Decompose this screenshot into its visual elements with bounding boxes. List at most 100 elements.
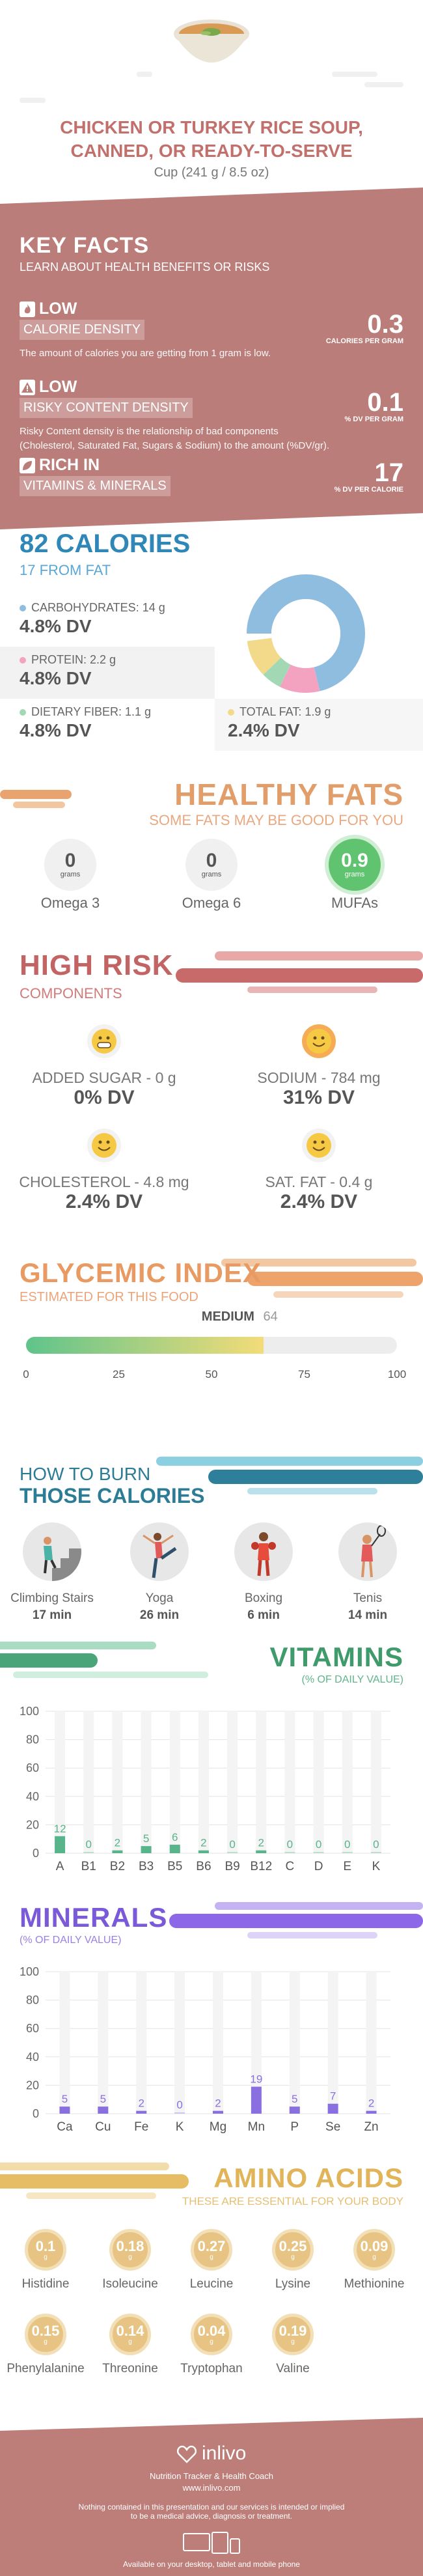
fiber-dot-icon bbox=[20, 708, 26, 716]
bar-value-label: 6 bbox=[172, 1831, 178, 1843]
carbs-dot-icon bbox=[20, 604, 26, 611]
high-risk-title: HIGH RISK bbox=[20, 949, 174, 981]
bar-track bbox=[98, 1972, 109, 2114]
bar-track bbox=[55, 1711, 66, 1853]
bar-track bbox=[289, 1972, 300, 2114]
footer-tagline: Nutrition Tracker & Health Coach bbox=[149, 2471, 274, 2481]
amino-acid-unit: g bbox=[128, 2253, 132, 2261]
vitamins-minerals-label: VITAMINS & MINERALS bbox=[20, 476, 171, 496]
amino-acid-circle: 0.14 g bbox=[109, 2314, 151, 2355]
glycemic-tick-label: 50 bbox=[205, 1368, 218, 1380]
risky-density-description: Risky Content density is the relationshi… bbox=[20, 426, 330, 451]
vitamins-section: VITAMINS (% OF DAILY VALUE) 0 20 40 60 80 100… bbox=[0, 1636, 423, 1897]
activity-boxing: Boxing 6 min bbox=[215, 1522, 312, 1623]
warning-icon bbox=[20, 379, 35, 395]
y-tick-label: 40 bbox=[26, 2051, 39, 2064]
vitamins-bar-chart: 02040608010012A0B12B25B36B52B60B92B120C0… bbox=[20, 1705, 390, 1873]
healthy-fats-section: HEALTHY FATS SOME FATS MAY BE GOOD FOR Y… bbox=[0, 777, 423, 940]
amino-acid-name: Tryptophan bbox=[180, 2362, 243, 2375]
amino-acid-circle: 0.1 g bbox=[25, 2229, 66, 2271]
high-risk-subtitle: COMPONENTS bbox=[20, 985, 122, 1001]
activity-yoga: Yoga 26 min bbox=[111, 1522, 208, 1623]
calorie-density-description: The amount of calories you are getting f… bbox=[20, 348, 271, 359]
bar-track bbox=[366, 1972, 377, 2114]
bar-Ca bbox=[59, 2107, 70, 2114]
devices-icon bbox=[183, 2532, 240, 2554]
tennis-player-icon bbox=[361, 1525, 386, 1578]
amino-acids-section: AMINO ACIDS THESE ARE ESSENTIAL FOR YOUR… bbox=[0, 2157, 423, 2418]
minerals-section: MINERALS (% OF DAILY VALUE) 0 20 40 60 80 100… bbox=[0, 1897, 423, 2157]
y-tick-label: 20 bbox=[26, 1818, 39, 1831]
bar-track bbox=[112, 1711, 123, 1853]
bar-Fe bbox=[136, 2110, 147, 2114]
fiber-item: DIETARY FIBER: 1.1 g 4.8% DV bbox=[20, 705, 152, 740]
yoga-pose-icon bbox=[143, 1533, 177, 1578]
bar-P bbox=[289, 2107, 300, 2114]
risky-density-unit: % DV PER GRAM bbox=[344, 415, 403, 423]
key-facts-subtitle: LEARN ABOUT HEALTH BENEFITS OR RISKS bbox=[20, 260, 270, 273]
bar-B2 bbox=[112, 1850, 123, 1853]
bar-track bbox=[342, 1711, 353, 1853]
amino-acid-circle: 0.25 g bbox=[272, 2229, 314, 2271]
amino-acid-name: Threonine bbox=[102, 2362, 158, 2375]
stairs-climber-icon bbox=[44, 1537, 81, 1581]
bar-value-label: 0 bbox=[316, 1838, 321, 1851]
key-facts-title: KEY FACTS bbox=[20, 233, 150, 258]
cholesterol-item: CHOLESTEROL - 4.8 mg 2.4% DV bbox=[7, 1128, 202, 1213]
protein-dot-icon bbox=[20, 656, 26, 664]
serving-size: Cup (241 g / 8.5 oz) bbox=[154, 165, 269, 180]
activity-tennis: Tenis 14 min bbox=[319, 1522, 416, 1623]
footer-devices: Available on your desktop, tablet and mo… bbox=[123, 2560, 300, 2569]
x-tick-label: B12 bbox=[250, 1860, 272, 1873]
amino-acid-name: Histidine bbox=[21, 2277, 70, 2291]
mufas-item: 0.9 grams MUFAs bbox=[309, 839, 400, 912]
healthy-fats-subtitle: SOME FATS MAY BE GOOD FOR YOU bbox=[149, 812, 403, 828]
bar-Cu bbox=[98, 2107, 109, 2114]
bar-value-label: 5 bbox=[100, 2093, 106, 2105]
amino-acid-value: 0.27 bbox=[197, 2237, 226, 2254]
bar-B1 bbox=[83, 1852, 94, 1853]
heart-logo-icon bbox=[176, 2445, 197, 2463]
bar-C bbox=[284, 1852, 295, 1853]
amino-acid-item: 0.04 g Tryptophan bbox=[172, 2314, 251, 2376]
amino-acid-value: 0.18 bbox=[116, 2237, 144, 2254]
footer-url[interactable]: www.inlivo.com bbox=[182, 2483, 241, 2493]
bar-Zn bbox=[366, 2110, 377, 2114]
amino-acid-item: 0.14 g Threonine bbox=[91, 2314, 169, 2376]
amino-acid-circle: 0.18 g bbox=[109, 2229, 151, 2271]
bar-Se bbox=[327, 2103, 338, 2114]
calories-section: 82 CALORIES 17 FROM FAT CARBOHYDRATES: 1… bbox=[0, 529, 423, 777]
bar-value-label: 2 bbox=[258, 1837, 264, 1849]
x-tick-label: A bbox=[56, 1860, 64, 1873]
vitamins-title: VITAMINS bbox=[269, 1642, 403, 1672]
x-tick-label: C bbox=[286, 1860, 295, 1873]
vitamins-minerals-unit: % DV PER CALORIE bbox=[334, 486, 403, 494]
amino-acid-unit: g bbox=[44, 2253, 48, 2261]
y-tick-label: 60 bbox=[26, 1761, 39, 1774]
y-tick-label: 0 bbox=[33, 2107, 39, 2120]
carbohydrates-item: CARBOHYDRATES: 14 g 4.8% DV bbox=[20, 601, 165, 636]
burn-title-line1: HOW TO BURN bbox=[20, 1464, 151, 1484]
added-sugar-item: ADDED SUGAR - 0 g 0% DV bbox=[7, 1024, 202, 1109]
x-tick-label: B2 bbox=[110, 1860, 125, 1873]
grin-face-icon bbox=[87, 1024, 121, 1058]
footer-brand: inlivo bbox=[0, 2443, 423, 2465]
amino-acid-value: 0.14 bbox=[116, 2322, 144, 2339]
calories-title: 82 CALORIES bbox=[20, 529, 191, 558]
bar-track bbox=[251, 1972, 262, 2114]
food-title: CHICKEN OR TURKEY RICE SOUP, CANNED, OR … bbox=[60, 117, 363, 161]
amino-acid-value: 0.25 bbox=[279, 2237, 307, 2254]
amino-acid-circle: 0.27 g bbox=[191, 2229, 232, 2271]
bar-B9 bbox=[227, 1852, 238, 1853]
glycemic-index-bar bbox=[26, 1337, 397, 1354]
x-tick-label: D bbox=[314, 1860, 323, 1873]
y-tick-label: 0 bbox=[33, 1847, 39, 1860]
bar-track bbox=[213, 1972, 223, 2114]
bar-B3 bbox=[141, 1846, 152, 1853]
bar-value-label: 12 bbox=[54, 1823, 66, 1835]
bar-track bbox=[169, 1711, 180, 1853]
calories-from-fat: 17 FROM FAT bbox=[20, 562, 111, 578]
x-tick-label: Zn bbox=[364, 2120, 378, 2134]
y-tick-label: 100 bbox=[20, 1965, 39, 1978]
footer-disclaimer: Nothing contained in this presentation a… bbox=[78, 2502, 345, 2521]
